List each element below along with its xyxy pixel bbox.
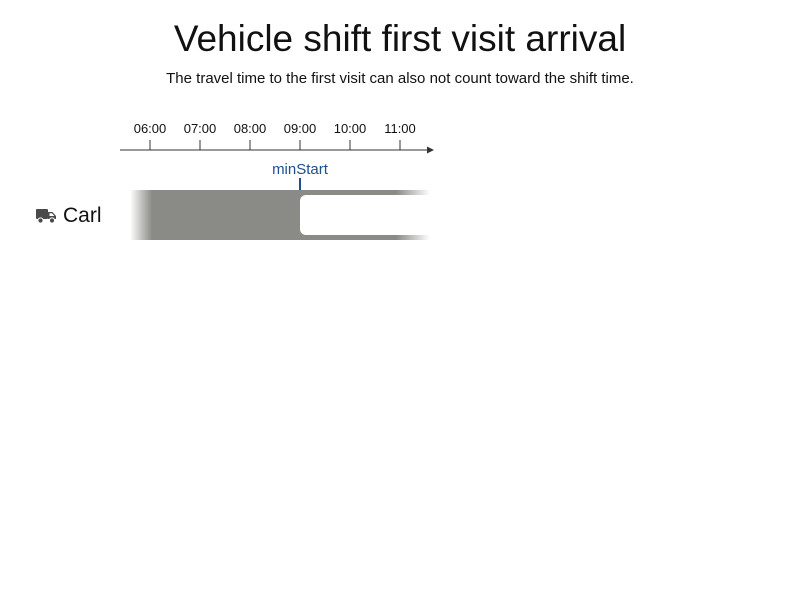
axis-tick-label: 06:00 [134, 121, 167, 136]
shift-bar-fade-left [130, 190, 152, 240]
axis-tick-label: 07:00 [184, 121, 217, 136]
diagram-subtitle: The travel time to the first visit can a… [166, 70, 634, 87]
axis-tick-label: 09:00 [284, 121, 317, 136]
axis-ticks: 06:00 07:00 08:00 09:00 10:00 11:00 [134, 121, 416, 150]
diagram-title: Vehicle shift first visit arrival [173, 18, 627, 59]
axis-tick-label: 11:00 [384, 121, 416, 136]
min-start-label: minStart [272, 161, 329, 178]
vehicle-name: Carl [63, 204, 102, 227]
truck-icon [36, 209, 56, 224]
min-start-marker: minStart [272, 161, 329, 192]
axis-arrow [427, 146, 434, 154]
axis-tick-label: 08:00 [234, 121, 267, 136]
visit-block-fade-right [396, 195, 430, 235]
axis-tick-label: 10:00 [334, 121, 367, 136]
vehicle-label-carl: Carl [36, 202, 102, 230]
vehicle-lane-carl [130, 190, 440, 240]
time-axis: 06:00 07:00 08:00 09:00 10:00 11:00 [120, 121, 434, 154]
